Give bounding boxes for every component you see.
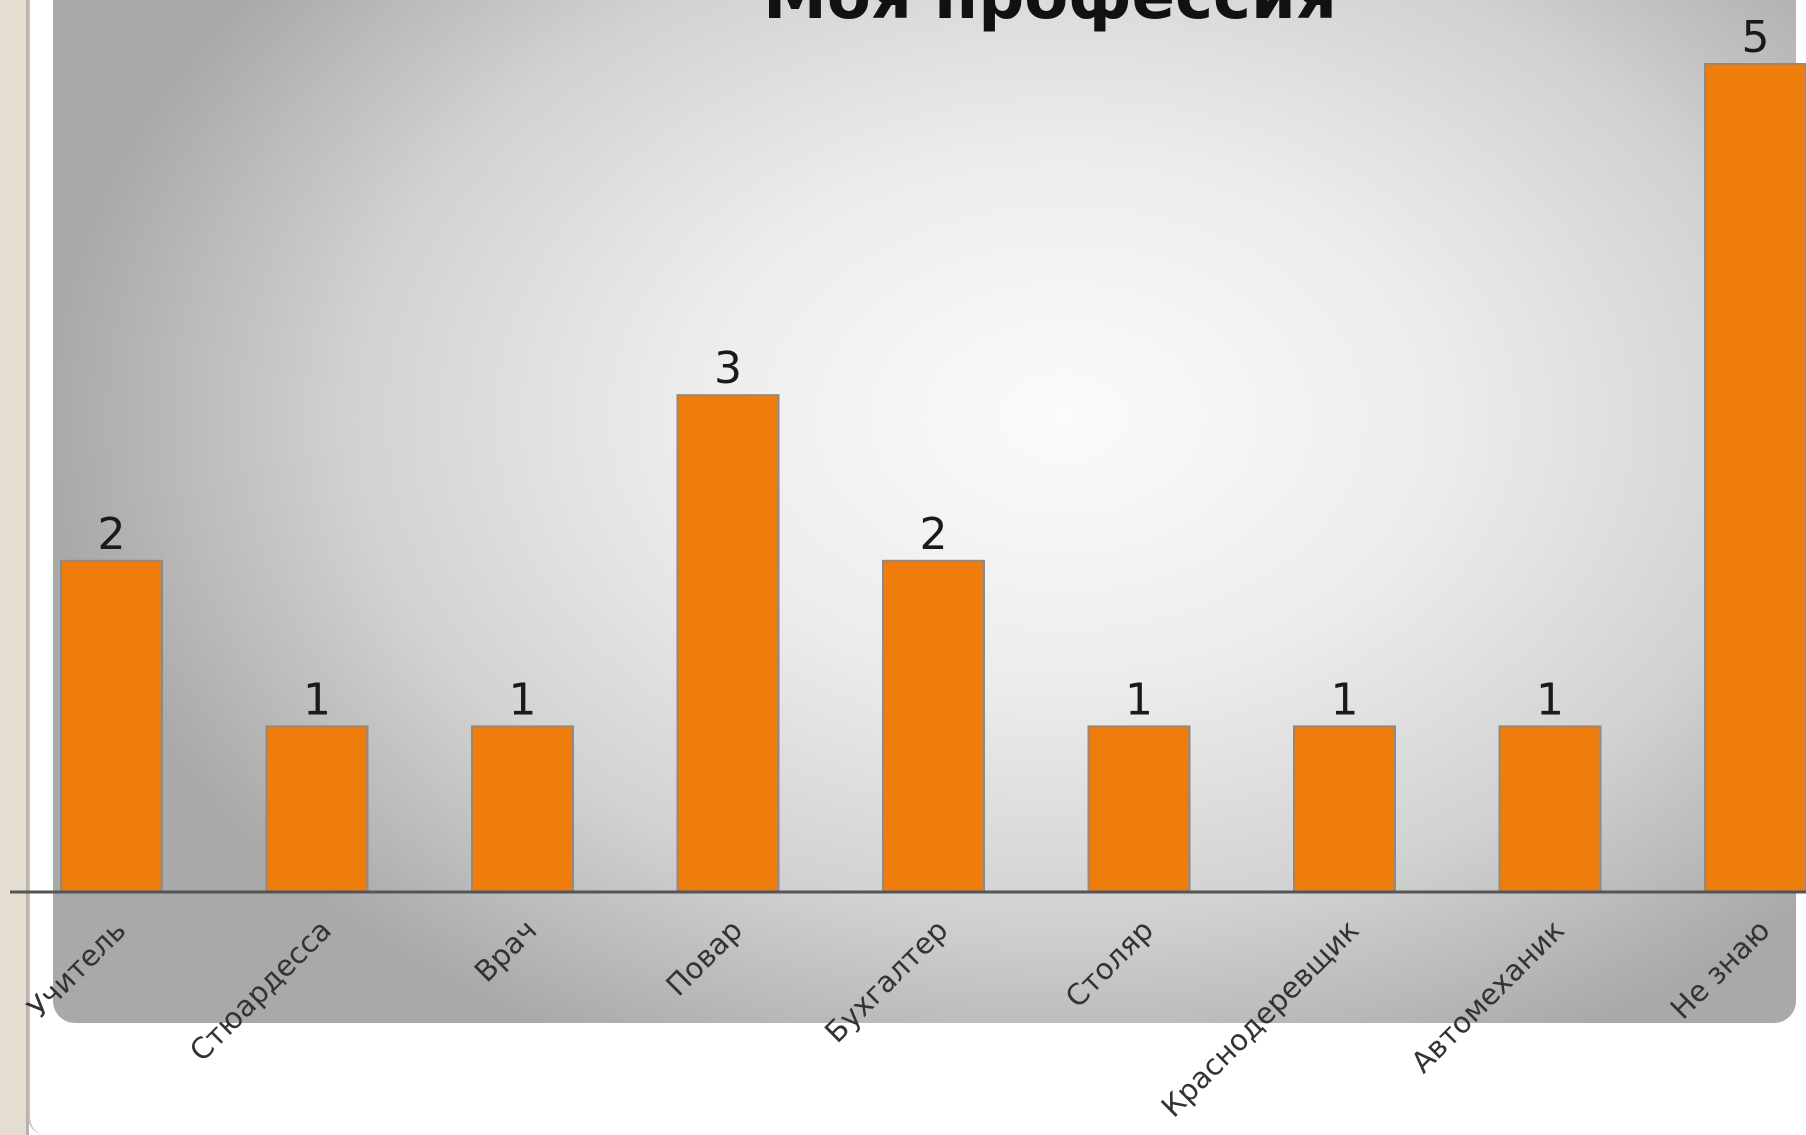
bar-2 [265,725,369,894]
bar-7 [1293,725,1396,894]
value-label-2: 1 [303,674,331,725]
bar-4 [676,394,780,893]
category-label-4: Повар [659,913,749,1003]
value-label-6: 1 [1125,674,1153,725]
value-label-4: 3 [714,343,742,394]
category-label-7: Краснодеревщик [1154,913,1365,1124]
category-label-5: Бухгалтер [818,913,954,1049]
value-label-9: 5 [1742,12,1770,63]
category-labels-group: Учитель Стюардесса Врач Повар Бухгалтер Столя… [21,913,1777,1124]
value-labels-group: 2 1 1 3 2 1 1 1 5 [98,12,1770,725]
bar-9 [1704,63,1806,893]
category-label-6: Столяр [1059,913,1160,1014]
value-label-7: 1 [1331,674,1359,725]
value-label-8: 1 [1536,674,1564,725]
value-label-3: 1 [509,674,537,725]
category-label-9: Не знаю [1664,913,1777,1026]
bar-6 [1087,725,1191,894]
bar-8 [1498,725,1602,894]
bar-3 [471,725,574,894]
category-label-2: Стюардесса [183,913,338,1068]
slide-left-strip [0,0,28,1135]
slide-left-strip-edge [26,0,29,1135]
category-label-8: Автомеханик [1404,913,1571,1080]
value-label-1: 2 [98,509,126,560]
bar-1 [60,559,163,893]
category-label-1: Учитель [21,913,133,1025]
bar-5 [882,559,985,893]
value-label-5: 2 [920,509,948,560]
category-label-3: Врач [468,913,544,989]
chart-title: Моя профессия [320,0,1780,34]
bars-group [60,63,1806,894]
